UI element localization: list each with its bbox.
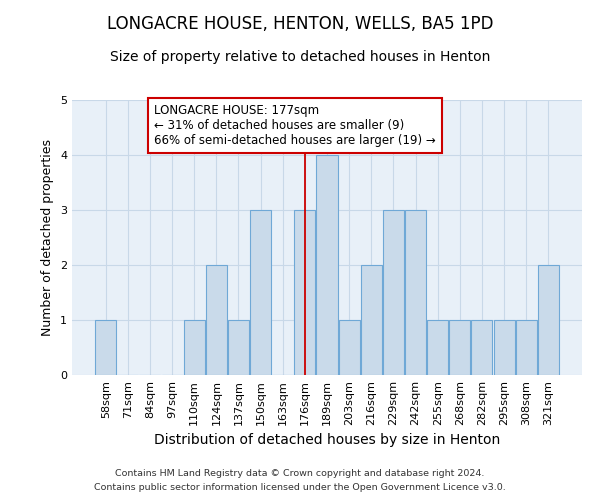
Bar <box>494 320 515 375</box>
Bar <box>295 210 316 375</box>
Bar <box>405 210 426 375</box>
Text: Contains HM Land Registry data © Crown copyright and database right 2024.: Contains HM Land Registry data © Crown c… <box>115 468 485 477</box>
Bar <box>472 320 493 375</box>
Text: Contains public sector information licensed under the Open Government Licence v3: Contains public sector information licen… <box>94 484 506 492</box>
Bar <box>250 210 271 375</box>
Text: LONGACRE HOUSE, HENTON, WELLS, BA5 1PD: LONGACRE HOUSE, HENTON, WELLS, BA5 1PD <box>107 15 493 33</box>
Bar <box>95 320 116 375</box>
Bar <box>338 320 359 375</box>
Text: LONGACRE HOUSE: 177sqm
← 31% of detached houses are smaller (9)
66% of semi-deta: LONGACRE HOUSE: 177sqm ← 31% of detached… <box>154 104 436 148</box>
Bar <box>538 265 559 375</box>
Bar <box>449 320 470 375</box>
Text: Size of property relative to detached houses in Henton: Size of property relative to detached ho… <box>110 50 490 64</box>
Bar <box>383 210 404 375</box>
Bar <box>206 265 227 375</box>
Bar <box>184 320 205 375</box>
X-axis label: Distribution of detached houses by size in Henton: Distribution of detached houses by size … <box>154 434 500 448</box>
Bar <box>228 320 249 375</box>
Bar <box>361 265 382 375</box>
Y-axis label: Number of detached properties: Number of detached properties <box>41 139 55 336</box>
Bar <box>515 320 536 375</box>
Bar <box>427 320 448 375</box>
Bar <box>316 155 338 375</box>
